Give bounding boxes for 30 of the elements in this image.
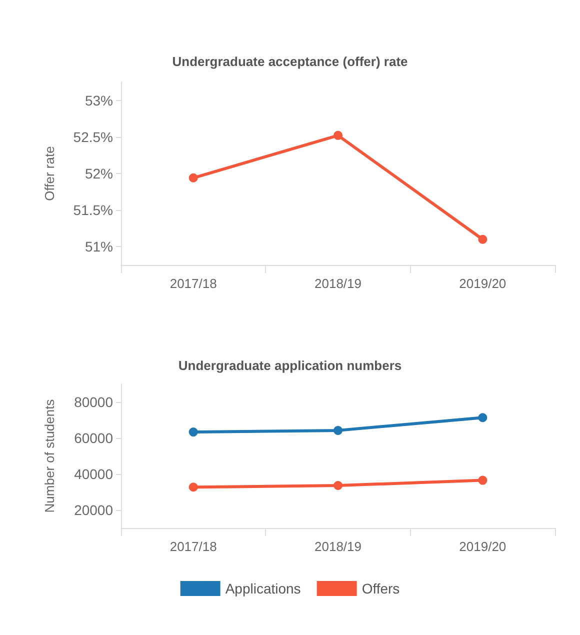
point	[188, 173, 198, 182]
x-tick-label: 2018/19	[314, 539, 362, 554]
y-tick-label: 20000	[74, 502, 114, 518]
y-axis-title: Number of students	[42, 398, 57, 513]
x-tick-label: 2017/18	[170, 276, 217, 291]
x-tick-label: 2019/20	[459, 539, 506, 554]
y-tick-label: 40000	[74, 466, 114, 482]
point	[478, 234, 488, 244]
legend-label: Applications	[225, 580, 301, 596]
y-tick-label: 52%	[84, 166, 113, 182]
x-tick-label: 2019/20	[459, 276, 506, 291]
chart-title: Undergraduate application numbers	[178, 358, 402, 373]
y-tick-label: 52.5%	[73, 128, 113, 145]
point	[334, 130, 342, 140]
y-tick-label: 60000	[74, 430, 114, 446]
chart-title: Undergraduate acceptance (offer) rate	[172, 54, 408, 69]
legend-label: Offers	[362, 580, 400, 596]
y-tick-label: 53%	[84, 92, 113, 108]
point	[188, 428, 198, 437]
y-tick-label: 80000	[74, 394, 114, 410]
y-tick-label: 51%	[84, 238, 113, 255]
point	[334, 481, 342, 490]
y-axis-title: Offer rate	[42, 146, 57, 201]
point	[188, 482, 198, 492]
point	[478, 476, 488, 485]
x-tick-label: 2018/19	[314, 276, 362, 291]
point	[334, 426, 342, 435]
y-tick-label: 51.5%	[73, 202, 113, 218]
point	[478, 413, 488, 422]
x-tick-label: 2017/18	[170, 539, 217, 554]
